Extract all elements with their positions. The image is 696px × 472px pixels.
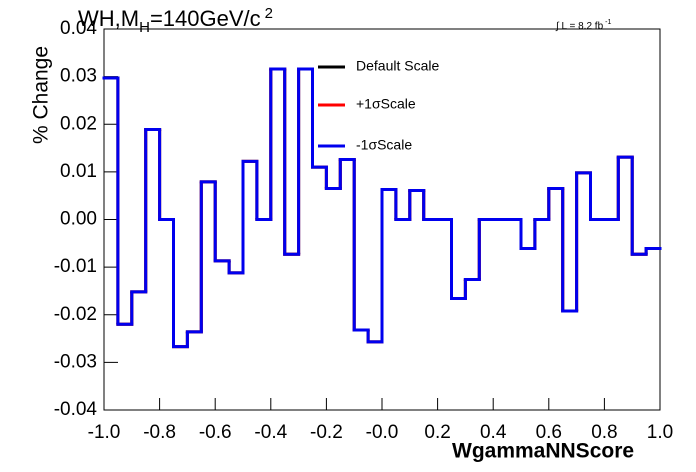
x-tick-label: 1.0 <box>647 422 673 443</box>
title-main: WH,M <box>78 6 139 31</box>
x-tick-label: 0.4 <box>480 422 507 443</box>
y-tick-label: 0.01 <box>60 161 97 182</box>
legend-label: +1σScale <box>356 96 416 112</box>
x-axis-title: WgammaNNScore <box>452 440 634 463</box>
y-tick-label: 0.04 <box>60 18 97 39</box>
x-tick-label: -0.6 <box>199 422 232 443</box>
y-tick-label: 0.03 <box>60 66 97 87</box>
lumi-text: ∫ L = 8.2 fb <box>555 21 604 32</box>
x-tick-label: 0.8 <box>591 422 617 443</box>
y-tick-label: -0.02 <box>54 304 97 325</box>
x-tick-label: -0.8 <box>143 422 176 443</box>
y-tick-label: 0.00 <box>60 209 97 230</box>
y-tick-label: -0.01 <box>54 256 97 277</box>
y-tick-label: -0.04 <box>54 399 98 420</box>
y-tick-label: 0.02 <box>60 113 97 134</box>
x-tick-label: -0.2 <box>310 422 343 443</box>
title-rest: =140GeV/c <box>150 6 261 31</box>
x-tick-label: -0.4 <box>254 422 287 443</box>
y-tick-label: -0.03 <box>54 351 97 372</box>
x-tick-label: 0.6 <box>536 422 562 443</box>
legend-label: Default Scale <box>356 58 439 74</box>
x-tick-label: 0.2 <box>424 422 450 443</box>
chart-title: WH,MH=140GeV/c 2 <box>78 5 273 36</box>
y-axis-title: % Change <box>30 46 53 144</box>
x-tick-label: -0.0 <box>366 422 399 443</box>
lumi-sup: -1 <box>605 19 611 26</box>
title-sup: 2 <box>265 5 273 22</box>
legend-label: -1σScale <box>356 137 412 153</box>
lumi: ∫ L = 8.2 fb -1 <box>555 19 611 32</box>
title-sub: H <box>139 19 150 36</box>
x-tick-label: -1.0 <box>88 422 121 443</box>
